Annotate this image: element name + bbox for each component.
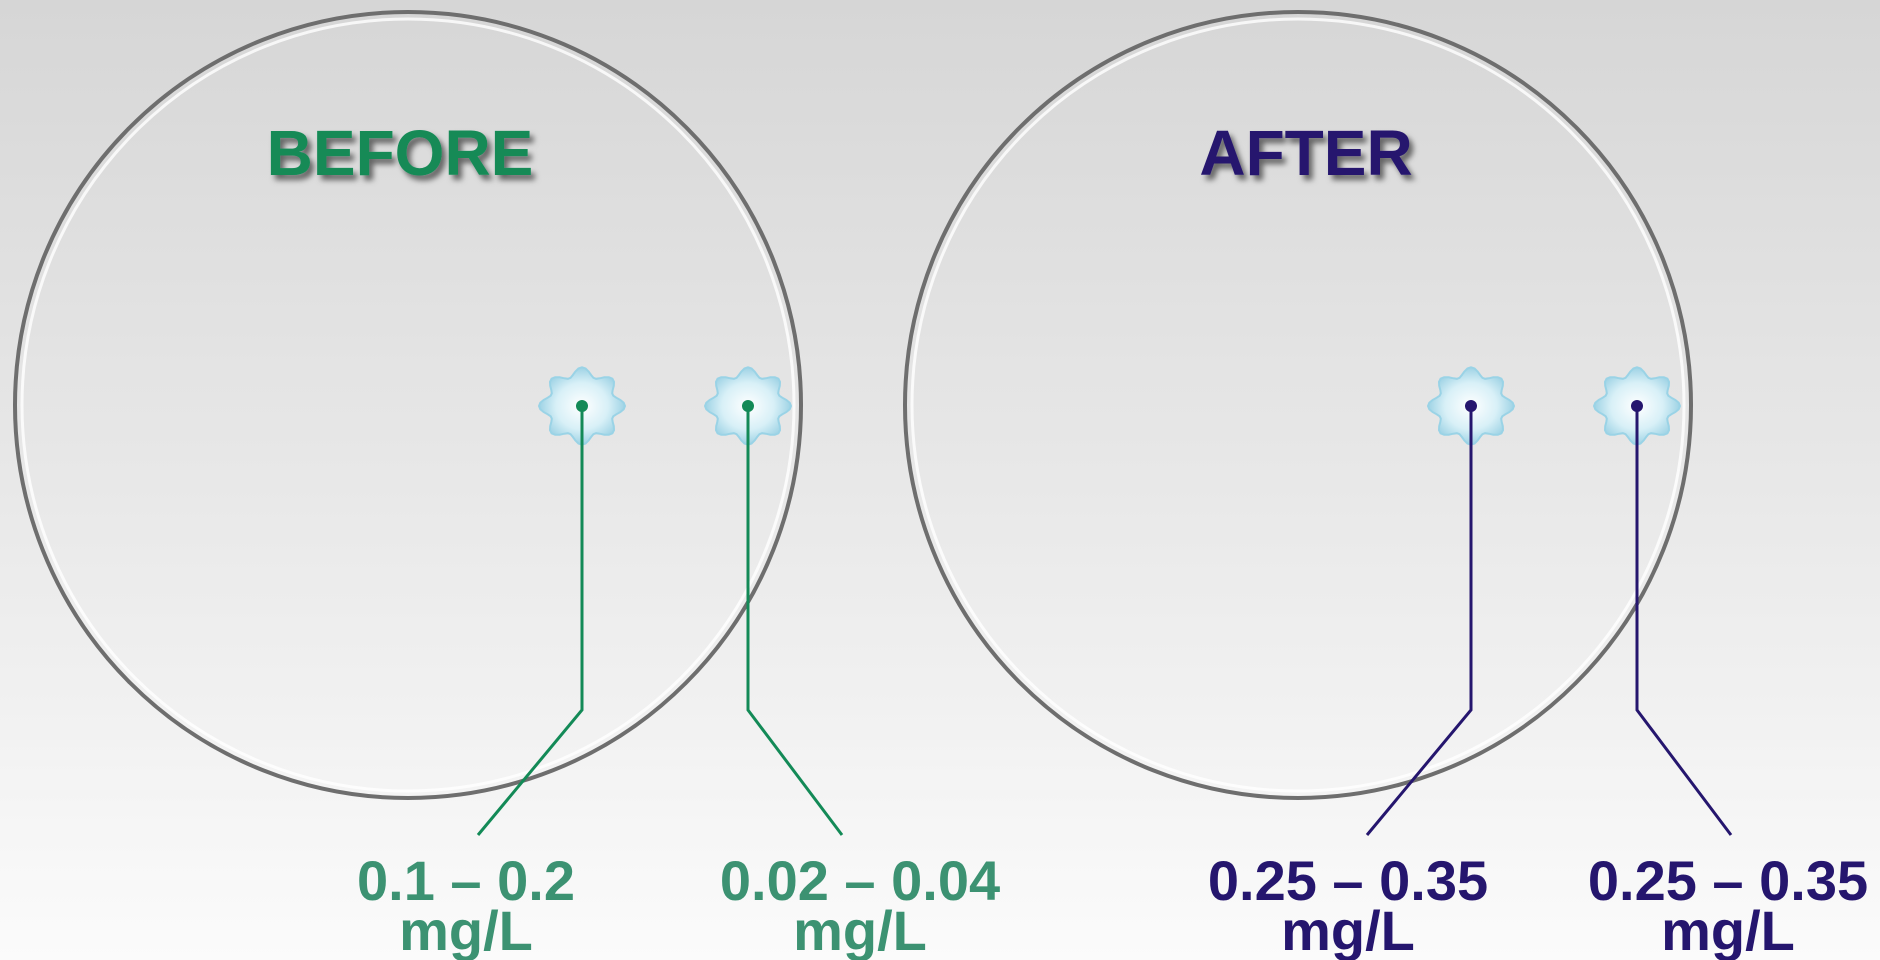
after-panel: AFTER 0.25 – 0.35 mg/L 0.25 – 0.35 mg/L <box>903 10 1868 960</box>
before-point-1-value: 0.1 – 0.2 <box>357 849 575 912</box>
before-leader-line-1 <box>476 407 584 836</box>
after-leader-line-2 <box>1635 407 1733 836</box>
after-point-1-value: 0.25 – 0.35 <box>1208 849 1488 912</box>
after-point-2-unit: mg/L <box>1661 899 1795 960</box>
after-point-1-marker <box>1465 400 1477 412</box>
before-circle-inner-ring <box>20 17 796 793</box>
before-point-1-marker <box>576 400 588 412</box>
after-point-2-value: 0.25 – 0.35 <box>1588 849 1868 912</box>
after-point-1-unit: mg/L <box>1281 899 1415 960</box>
before-circle <box>13 10 803 800</box>
before-point-2-value: 0.02 – 0.04 <box>720 849 1000 912</box>
after-leader-line-1 <box>1365 407 1473 836</box>
after-title: AFTER <box>1199 117 1412 189</box>
before-point-1-unit: mg/L <box>399 899 533 960</box>
after-circle-inner-ring <box>910 17 1686 793</box>
before-title: BEFORE <box>267 117 534 189</box>
before-point-2-marker <box>742 400 754 412</box>
after-point-2-marker <box>1631 400 1643 412</box>
before-panel: BEFORE 0.1 – 0.2 mg/L 0.02 – 0.04 mg/L <box>13 10 1000 960</box>
before-point-2-unit: mg/L <box>793 899 927 960</box>
after-circle <box>903 10 1693 800</box>
before-leader-line-2 <box>746 407 844 836</box>
